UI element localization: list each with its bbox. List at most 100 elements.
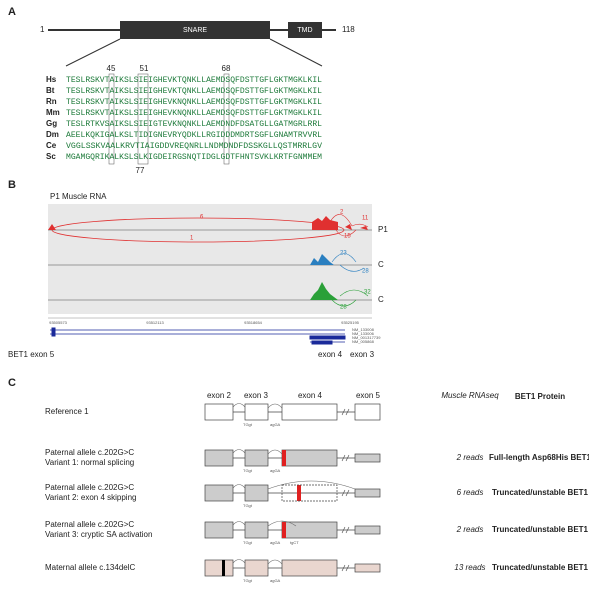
junction-arc — [331, 289, 369, 307]
species: Bt — [46, 86, 55, 95]
variant-mark — [297, 485, 301, 501]
splice-arc — [232, 559, 246, 564]
exon — [204, 559, 234, 577]
species: Hs — [46, 75, 57, 84]
domain: SNARE — [183, 27, 207, 34]
species: Ce — [46, 141, 57, 150]
protein: Truncated/unstable BET1 — [492, 525, 589, 534]
reads: 2 reads — [456, 525, 484, 534]
splice-arc — [267, 559, 283, 565]
panel-b: B P1 Muscle RNA 6 1 2 11 15 23 28 28 32 … — [8, 179, 388, 359]
exon — [244, 449, 269, 467]
species: Gg — [46, 119, 57, 128]
exon — [204, 484, 234, 502]
position: 77 — [136, 166, 145, 175]
exon — [204, 521, 234, 539]
panel-label: B — [8, 179, 16, 191]
allele: Paternal allele c.202G>C — [45, 520, 134, 529]
sequence: VGGLSSKVAALKRVTIAIGDDVREQNRLLNDMDNDFDSSK… — [66, 142, 322, 151]
panel-label: A — [8, 6, 16, 18]
sequence: TESLRTKVSAIKSLSIEIGTEVKNQNKLLAEMDNDFDSAT… — [66, 120, 322, 129]
exon — [204, 403, 234, 421]
exon-label: exon 4 — [318, 350, 343, 359]
junction-count: 15 — [344, 234, 351, 240]
protein: Truncated/unstable BET1 — [492, 563, 589, 572]
species: Dm — [46, 130, 59, 139]
variant-mark — [282, 450, 286, 466]
reads: 2 reads — [456, 453, 484, 462]
transcripts — [50, 327, 346, 345]
exon — [281, 521, 338, 539]
junction-count: 23 — [340, 251, 347, 257]
site: agGA — [270, 540, 281, 545]
allele: Reference 1 — [45, 407, 89, 416]
coverage — [310, 282, 338, 300]
junction-count: 6 — [200, 215, 204, 221]
junction-count: 28 — [362, 269, 369, 275]
splice-arc — [232, 521, 246, 526]
track-label: C — [378, 295, 384, 304]
exon — [354, 453, 381, 463]
zoom-line — [65, 38, 121, 67]
exon — [244, 403, 269, 421]
track-label: P1 — [378, 225, 388, 234]
allele: Paternal allele c.202G>C — [45, 448, 134, 457]
protein: Full-length Asp68His BET1 — [489, 453, 589, 462]
junction-count: 28 — [340, 305, 347, 311]
splice-arc — [232, 403, 246, 408]
panel-label: C — [8, 377, 16, 389]
domain: TMD — [297, 27, 312, 34]
coordinate: 93518654 — [244, 320, 263, 325]
column-box — [137, 73, 149, 165]
track-label: C — [378, 260, 384, 269]
break — [341, 489, 350, 497]
splice-arc — [232, 449, 246, 454]
sequence: AEELKQKIGALKSLTIDIGNEVRYQDKLLRGIDDDMDRTS… — [66, 131, 322, 140]
header: BET1 Protein — [515, 392, 565, 401]
exon — [244, 484, 269, 502]
site: TGgt — [243, 468, 253, 473]
splice-arc — [232, 484, 246, 489]
site: TGgt — [243, 540, 253, 545]
exon — [281, 403, 338, 421]
sequence: TESLRSKVTAIKSLSIEIGHEVKTQNKLLAEMDSQFDSTT… — [66, 87, 322, 96]
allele: Paternal allele c.202G>C — [45, 483, 134, 492]
site: agGA — [270, 578, 281, 583]
column-box — [223, 73, 230, 165]
position: 45 — [107, 64, 116, 73]
exon — [281, 559, 338, 577]
exon-label: BET1 exon 5 — [8, 350, 55, 359]
panel-a: A 1 118 SNARE TMD 45 51 68 77 Hs TESLRSKV… — [8, 6, 355, 175]
coordinate: 93525195 — [341, 320, 360, 325]
break — [341, 564, 350, 572]
sequence: MGAMGQRIKALKSLSLKIGDEIRGSNQTIDGLGDTFHNTS… — [66, 153, 322, 162]
species: Sc — [46, 152, 56, 161]
exon — [354, 525, 381, 535]
exon — [244, 521, 269, 539]
variant: Variant 3: cryptic SA activation — [45, 530, 152, 539]
junction-count: 11 — [362, 216, 369, 222]
coverage — [310, 254, 334, 265]
exon — [281, 449, 338, 467]
species: Mm — [46, 108, 60, 117]
snare-box — [120, 21, 270, 39]
deletion-mark — [222, 560, 225, 576]
site: TGgt — [243, 422, 253, 427]
exon — [204, 449, 234, 467]
header: exon 3 — [244, 391, 269, 400]
junction-count: 2 — [340, 210, 344, 216]
reads: 13 reads — [454, 563, 485, 572]
exon — [354, 403, 381, 421]
coordinate: 93505573 — [49, 320, 68, 325]
zoom-line — [269, 38, 323, 67]
exon-label: exon 3 — [350, 350, 375, 359]
splice-arc — [267, 403, 283, 409]
sequence: TESLRSKVTAIKSLSIEIGHEVKNQNKLLAEMDSQFDSTT… — [66, 109, 322, 118]
sequence: TESLRSKVTAIKSLSIEIGHEVKNQNKLLAEMDSQFDSTT… — [66, 98, 322, 107]
break — [341, 454, 350, 462]
header: Muscle RNAseq — [441, 391, 499, 400]
coverage — [48, 216, 368, 230]
exon — [354, 563, 381, 573]
tmd-box — [288, 22, 322, 38]
